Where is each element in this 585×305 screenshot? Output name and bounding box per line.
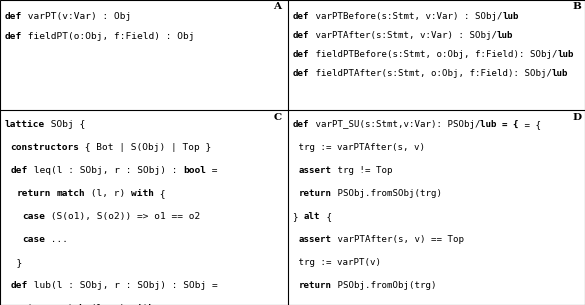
Text: def: def (11, 166, 27, 175)
Text: PSObj.fromObj(trg): PSObj.fromObj(trg) (332, 281, 436, 290)
Text: with: with (131, 304, 154, 305)
Text: return: return (16, 189, 51, 198)
Text: =: = (206, 166, 218, 175)
Text: match: match (56, 189, 85, 198)
Text: {: { (154, 304, 166, 305)
Text: return: return (298, 281, 332, 290)
Text: def: def (293, 69, 309, 78)
Text: bool: bool (183, 166, 206, 175)
Text: alt: alt (304, 212, 321, 221)
Text: with: with (131, 189, 154, 198)
Text: varPT(v:Var) : Obj: varPT(v:Var) : Obj (22, 12, 131, 21)
Text: lub: lub (502, 12, 518, 21)
Text: lub: lub (497, 31, 513, 40)
Text: return: return (16, 304, 51, 305)
Text: def: def (5, 32, 22, 41)
Text: return: return (298, 189, 332, 198)
Text: lub: lub (552, 69, 568, 78)
Text: SObj {: SObj { (45, 120, 85, 129)
Text: match: match (56, 304, 85, 305)
Text: trg := varPTAfter(s, v): trg := varPTAfter(s, v) (293, 143, 425, 152)
Text: varPTBefore(s:Stmt, v:Var) : SObj/: varPTBefore(s:Stmt, v:Var) : SObj/ (309, 12, 502, 21)
Text: case: case (22, 212, 45, 221)
Text: }: } (293, 304, 298, 305)
Text: PSObj.fromSObj(trg): PSObj.fromSObj(trg) (332, 189, 442, 198)
Text: trg != Top: trg != Top (332, 166, 392, 175)
Text: lattice: lattice (5, 120, 45, 129)
Text: A: A (273, 2, 281, 12)
Text: lub(l : SObj, r : SObj) : SObj =: lub(l : SObj, r : SObj) : SObj = (27, 281, 218, 290)
Text: {: { (154, 189, 166, 198)
Text: assert: assert (298, 235, 332, 244)
Text: fieldPTBefore(s:Stmt, o:Obj, f:Field): SObj/: fieldPTBefore(s:Stmt, o:Obj, f:Field): S… (309, 50, 557, 59)
Text: def: def (5, 12, 22, 21)
Text: leq(l : SObj, r : SObj) :: leq(l : SObj, r : SObj) : (27, 166, 183, 175)
Text: varPTAfter(s, v) == Top: varPTAfter(s, v) == Top (332, 235, 463, 244)
Text: varPTAfter(s:Stmt, v:Var) : SObj/: varPTAfter(s:Stmt, v:Var) : SObj/ (309, 31, 497, 40)
Text: (l, r): (l, r) (85, 304, 131, 305)
Text: assert: assert (298, 166, 332, 175)
Text: def: def (293, 12, 309, 21)
Text: }: } (293, 212, 304, 221)
Text: def: def (293, 50, 309, 59)
Text: D: D (572, 113, 581, 122)
Text: constructors: constructors (11, 143, 80, 152)
Text: C: C (273, 113, 281, 122)
Text: trg := varPT(v): trg := varPT(v) (293, 258, 381, 267)
Text: ...: ... (45, 235, 68, 244)
Text: = {: = { (518, 120, 541, 129)
Text: fieldPT(o:Obj, f:Field) : Obj: fieldPT(o:Obj, f:Field) : Obj (22, 32, 194, 41)
Text: { Bot | S(Obj) | Top }: { Bot | S(Obj) | Top } (80, 143, 212, 152)
Text: def: def (11, 281, 27, 290)
Text: B: B (573, 2, 581, 12)
Text: varPT_SU(s:Stmt,v:Var): PSObj/: varPT_SU(s:Stmt,v:Var): PSObj/ (309, 120, 480, 129)
Text: def: def (293, 120, 309, 129)
Text: lub = {: lub = { (480, 120, 518, 129)
Text: (S(o1), S(o2)) => o1 == o2: (S(o1), S(o2)) => o1 == o2 (45, 212, 200, 221)
Text: (l, r): (l, r) (85, 189, 131, 198)
Text: case: case (22, 235, 45, 244)
Text: def: def (293, 31, 309, 40)
Text: fieldPTAfter(s:Stmt, o:Obj, f:Field): SObj/: fieldPTAfter(s:Stmt, o:Obj, f:Field): SO… (309, 69, 552, 78)
Text: {: { (321, 212, 332, 221)
Text: }: } (5, 258, 22, 267)
Text: lub: lub (557, 50, 573, 59)
